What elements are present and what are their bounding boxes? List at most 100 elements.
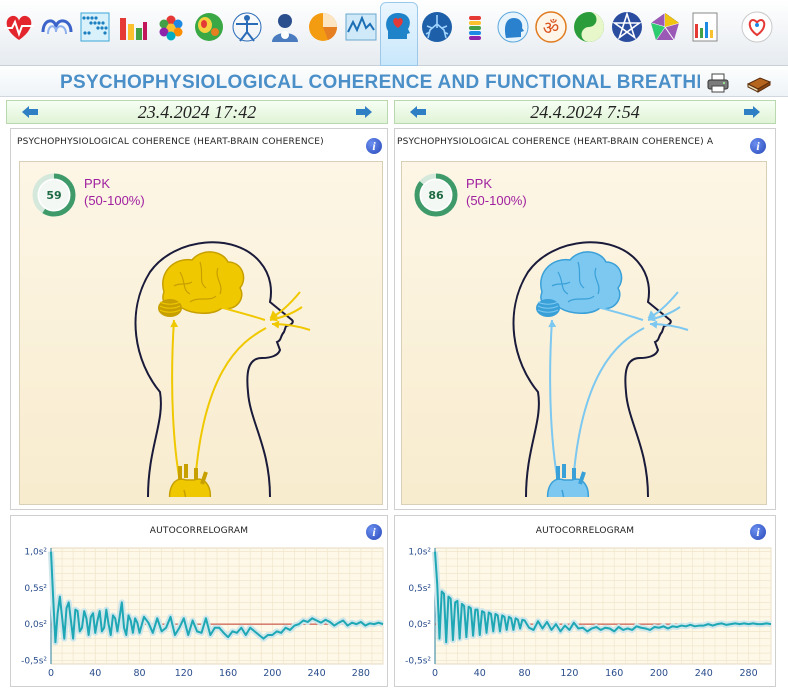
y-tick-label: 1,0s² — [24, 548, 47, 558]
toolbar-button-bar-chart[interactable] — [114, 4, 152, 62]
ppk-label: PPK — [466, 176, 493, 191]
right-date: 24.4.2024 7:54 — [530, 102, 640, 122]
x-tick-label: 200 — [263, 668, 281, 679]
vitruvian-man-icon — [232, 12, 262, 42]
panel-title: PSYCHOPHYSIOLOGICAL COHERENCE (HEART-BRA… — [397, 137, 714, 147]
toolbar-button-scatter-grid[interactable] — [76, 4, 114, 62]
toolbar-button-pentagram[interactable] — [608, 4, 646, 62]
y-tick-label: -0,5s² — [21, 656, 47, 666]
series-line — [50, 551, 384, 644]
previous-date-arrow-icon[interactable] — [21, 104, 39, 120]
x-tick-label: 280 — [352, 668, 370, 679]
right-autocorrelogram-panel: AUTOCORRELOGRAM i 1,0s² 0,5s² 0,0s² -0,5s² 0… — [394, 515, 776, 687]
x-tick-label: 40 — [89, 668, 101, 679]
chart-title: AUTOCORRELOGRAM — [149, 526, 249, 536]
x-tick-label: 40 — [474, 668, 486, 679]
x-tick-label: 240 — [695, 668, 713, 679]
x-tick-label: 0 — [48, 668, 54, 679]
toolbar-button-heatmap[interactable] — [190, 4, 228, 62]
ppk-label: PPK — [84, 176, 111, 191]
y-tick-label: 0,5s² — [408, 584, 431, 594]
x-tick-label: 280 — [740, 668, 758, 679]
x-tick-label: 120 — [560, 668, 578, 679]
report-bars-icon — [692, 12, 718, 42]
previous-date-arrow-icon[interactable] — [409, 104, 427, 120]
toolbar-button-head-profile[interactable] — [494, 4, 532, 62]
left-autocorrelogram-panel: AUTOCORRELOGRAM i 1,0s² 0,5s² 0,0s² -0,5s² 0… — [10, 515, 388, 687]
book-icon — [746, 77, 772, 93]
heart-brain-figure — [512, 241, 689, 497]
x-tick-label: 0 — [432, 668, 438, 679]
toolbar-button-lungs[interactable] — [418, 4, 456, 62]
print-button[interactable] — [706, 72, 730, 94]
ppk-range: (50-100%) — [84, 193, 145, 208]
spine-icon — [469, 16, 481, 40]
toolbar-button-line-chart[interactable] — [342, 4, 380, 62]
toolbar-button-pentagon-gem[interactable] — [646, 4, 684, 62]
page-title: PSYCHOPHYSIOLOGICAL COHERENCE AND FUNCTI… — [60, 72, 700, 93]
x-tick-label: 160 — [219, 668, 237, 679]
ppk-range: (50-100%) — [466, 193, 527, 208]
info-icon[interactable]: i — [366, 524, 382, 540]
heart-brain-figure — [134, 241, 311, 497]
lungs-icon — [422, 12, 452, 42]
ppk-value: 86 — [428, 189, 444, 202]
toolbar-button-head-heart[interactable] — [380, 2, 418, 66]
toolbar-button-waves[interactable] — [38, 4, 76, 62]
svg-text:ॐ: ॐ — [543, 18, 559, 39]
right-date-bar: 24.4.2024 7:54 — [394, 100, 776, 124]
toolbar-button-report-bars[interactable] — [686, 4, 724, 62]
info-icon[interactable]: i — [366, 138, 382, 154]
x-tick-label: 120 — [175, 668, 193, 679]
manual-button[interactable] — [746, 72, 772, 94]
title-bar: PSYCHOPHYSIOLOGICAL COHERENCE AND FUNCTI… — [0, 67, 788, 97]
ppk-gauge: 86 — [414, 173, 458, 217]
coherence-illustration-area: 86 PPK (50-100%) — [401, 161, 767, 505]
toolbar-button-pie-chart[interactable] — [304, 4, 342, 62]
x-tick-label: 200 — [650, 668, 668, 679]
info-icon[interactable]: i — [750, 138, 766, 154]
toolbar-button-hexagons[interactable] — [152, 4, 190, 62]
right-coherence-panel: PSYCHOPHYSIOLOGICAL COHERENCE (HEART-BRA… — [394, 128, 776, 510]
y-tick-label: 0,0s² — [24, 620, 47, 630]
chart-title: AUTOCORRELOGRAM — [535, 526, 635, 536]
coherence-illustration-area: 59 PPK (50-100%) — [19, 161, 383, 505]
toolbar-button-logo[interactable] — [738, 4, 776, 62]
next-date-arrow-icon[interactable] — [743, 104, 761, 120]
hexagons-icon — [159, 15, 183, 41]
toolbar-button-om[interactable]: ॐ — [532, 4, 570, 62]
heart-rate-icon — [4, 15, 34, 40]
om-icon: ॐ — [535, 11, 567, 43]
head-heart-icon — [386, 13, 410, 39]
x-tick-label: 240 — [308, 668, 326, 679]
left-date: 23.4.2024 17:42 — [137, 102, 257, 122]
ppk-value: 59 — [46, 189, 61, 202]
waves-icon — [41, 19, 73, 35]
y-tick-label: 0,5s² — [24, 584, 47, 594]
left-date-bar: 23.4.2024 17:42 — [6, 100, 388, 124]
person-icon — [272, 14, 298, 42]
printer-icon — [707, 73, 729, 93]
pentagram-icon — [612, 11, 642, 42]
x-tick-label: 160 — [605, 668, 623, 679]
pie-chart-icon — [309, 13, 337, 41]
head-profile-icon — [497, 11, 529, 43]
toolbar-button-spine[interactable] — [456, 4, 494, 62]
y-tick-label: 1,0s² — [408, 548, 431, 558]
x-tick-label: 80 — [519, 668, 531, 679]
line-chart-icon — [345, 13, 377, 41]
toolbar-button-vitruvian-man[interactable] — [228, 4, 266, 62]
bar-chart-icon — [120, 18, 147, 40]
info-icon[interactable]: i — [750, 524, 766, 540]
ppk-gauge: 59 — [32, 173, 76, 217]
series-line — [434, 551, 772, 644]
toolbar-button-heart-rate[interactable] — [0, 4, 38, 62]
module-toolbar: ॐ — [0, 0, 788, 66]
x-tick-label: 80 — [133, 668, 145, 679]
next-date-arrow-icon[interactable] — [355, 104, 373, 120]
toolbar-button-person[interactable] — [266, 4, 304, 62]
yin-yang-icon — [574, 12, 604, 42]
toolbar-button-yin-yang[interactable] — [570, 4, 608, 62]
y-tick-label: 0,0s² — [408, 620, 431, 630]
